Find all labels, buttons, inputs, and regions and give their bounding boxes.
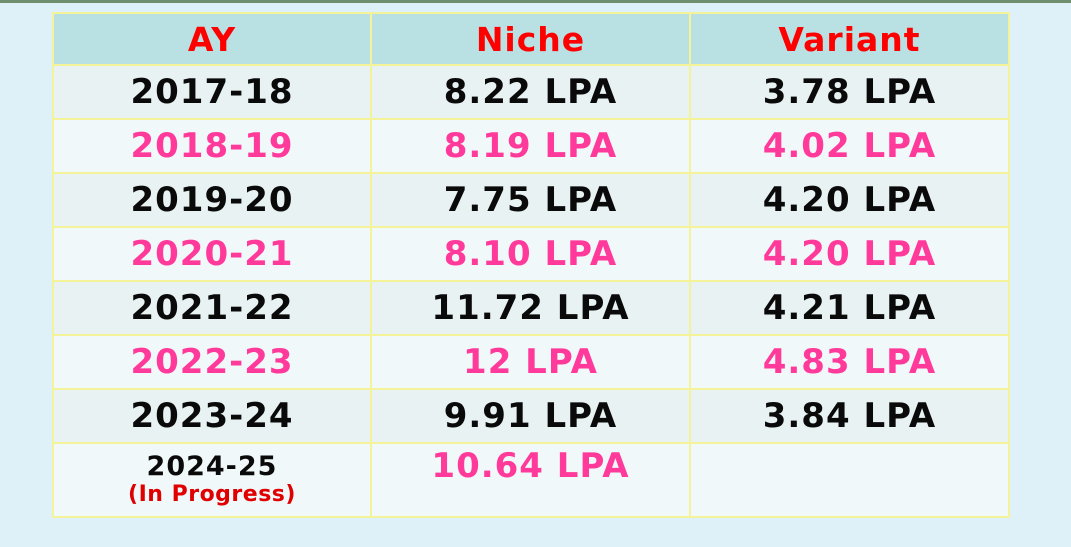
variant-cell: 4.20 LPA [689,226,1010,282]
table-row: 2017-18 8.22 LPA 3.78 LPA [52,64,1010,120]
package-table-container: AY Niche Variant 2017-18 8.22 LPA 3.78 L… [52,12,1010,518]
ay-cell: 2024-25 (In Progress) [52,442,372,518]
table-row: 2022-23 12 LPA 4.83 LPA [52,334,1010,390]
ay-cell: 2021-22 [52,280,372,336]
ay-cell: 2023-24 [52,388,372,444]
ay-year: 2024-25 [146,451,278,482]
variant-cell: 4.02 LPA [689,118,1010,174]
niche-cell: 9.91 LPA [370,388,691,444]
niche-cell: 8.19 LPA [370,118,691,174]
niche-cell: 7.75 LPA [370,172,691,228]
variant-cell: 4.20 LPA [689,172,1010,228]
ay-cell: 2020-21 [52,226,372,282]
header-ay: AY [52,12,372,66]
header-niche: Niche [370,12,691,66]
niche-cell: 8.10 LPA [370,226,691,282]
ay-cell: 2018-19 [52,118,372,174]
package-table: AY Niche Variant 2017-18 8.22 LPA 3.78 L… [52,12,1010,518]
table-row: 2021-22 11.72 LPA 4.21 LPA [52,280,1010,336]
niche-value: 10.64 LPA [431,446,630,486]
table-row: 2023-24 9.91 LPA 3.84 LPA [52,388,1010,444]
table-row: 2020-21 8.10 LPA 4.20 LPA [52,226,1010,282]
in-progress-note: (In Progress) [128,482,296,507]
niche-cell: 10.64 LPA [370,442,691,518]
variant-cell: 3.84 LPA [689,388,1010,444]
variant-cell: 4.21 LPA [689,280,1010,336]
variant-cell [689,442,1010,518]
table-header-row: AY Niche Variant [52,12,1010,66]
niche-cell: 12 LPA [370,334,691,390]
variant-cell: 4.83 LPA [689,334,1010,390]
table-row: 2018-19 8.19 LPA 4.02 LPA [52,118,1010,174]
ay-cell: 2022-23 [52,334,372,390]
niche-cell: 8.22 LPA [370,64,691,120]
ay-cell: 2017-18 [52,64,372,120]
top-divider [0,0,1071,3]
variant-cell: 3.78 LPA [689,64,1010,120]
ay-cell: 2019-20 [52,172,372,228]
header-variant: Variant [689,12,1010,66]
table-row: 2019-20 7.75 LPA 4.20 LPA [52,172,1010,228]
table-row: 2024-25 (In Progress) 10.64 LPA [52,442,1010,518]
niche-cell: 11.72 LPA [370,280,691,336]
